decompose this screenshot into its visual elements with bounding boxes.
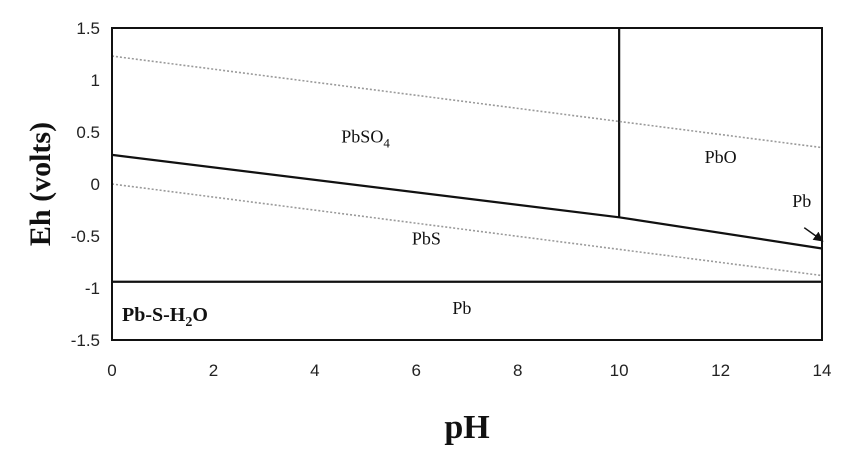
y-tick-labels: 1.5 1 0.5 0 -0.5 -1 -1.5 (71, 19, 100, 350)
series-layer (111, 28, 824, 283)
y-tick-label: -0.5 (71, 227, 100, 246)
y-tick-label: 0.5 (76, 123, 100, 142)
y-tick-label: 1 (91, 71, 100, 90)
x-axis-title: pH (444, 409, 489, 446)
plot-frame (111, 27, 823, 341)
x-tick-label: 8 (513, 361, 522, 380)
region-label-pb: Pb (792, 191, 811, 211)
x-tick-label: 12 (711, 361, 730, 380)
region-label-pb: Pb (452, 298, 471, 318)
x-tick-label: 0 (107, 361, 116, 380)
region-label-pbso4: PbSO4 (341, 126, 390, 150)
region-labels: PbSO4 PbO PbS Pb Pb (341, 126, 811, 318)
x-tick-label: 10 (610, 361, 629, 380)
y-tick-label: -1.5 (71, 331, 100, 350)
system-label: Pb-S-H2O (122, 304, 208, 330)
y-axis-title: Eh (volts) (24, 122, 57, 246)
pb-annotation-arrow (803, 227, 824, 242)
x-tick-label: 2 (209, 361, 218, 380)
x-tick-label: 14 (813, 361, 832, 380)
x-tick-label: 4 (310, 361, 319, 380)
region-label-pbs: PbS (412, 228, 441, 248)
boundary-line-1 (111, 153, 823, 250)
region-label-pbo: PbO (705, 147, 737, 167)
y-tick-label: -1 (85, 279, 100, 298)
boundary-line-4 (111, 55, 823, 149)
x-tick-label: 6 (412, 361, 421, 380)
boundary-line-5 (111, 183, 823, 277)
y-tick-label: 1.5 (76, 19, 100, 38)
y-tick-label: 0 (91, 175, 100, 194)
x-tick-labels: 0 2 4 6 8 10 12 14 (107, 361, 831, 380)
